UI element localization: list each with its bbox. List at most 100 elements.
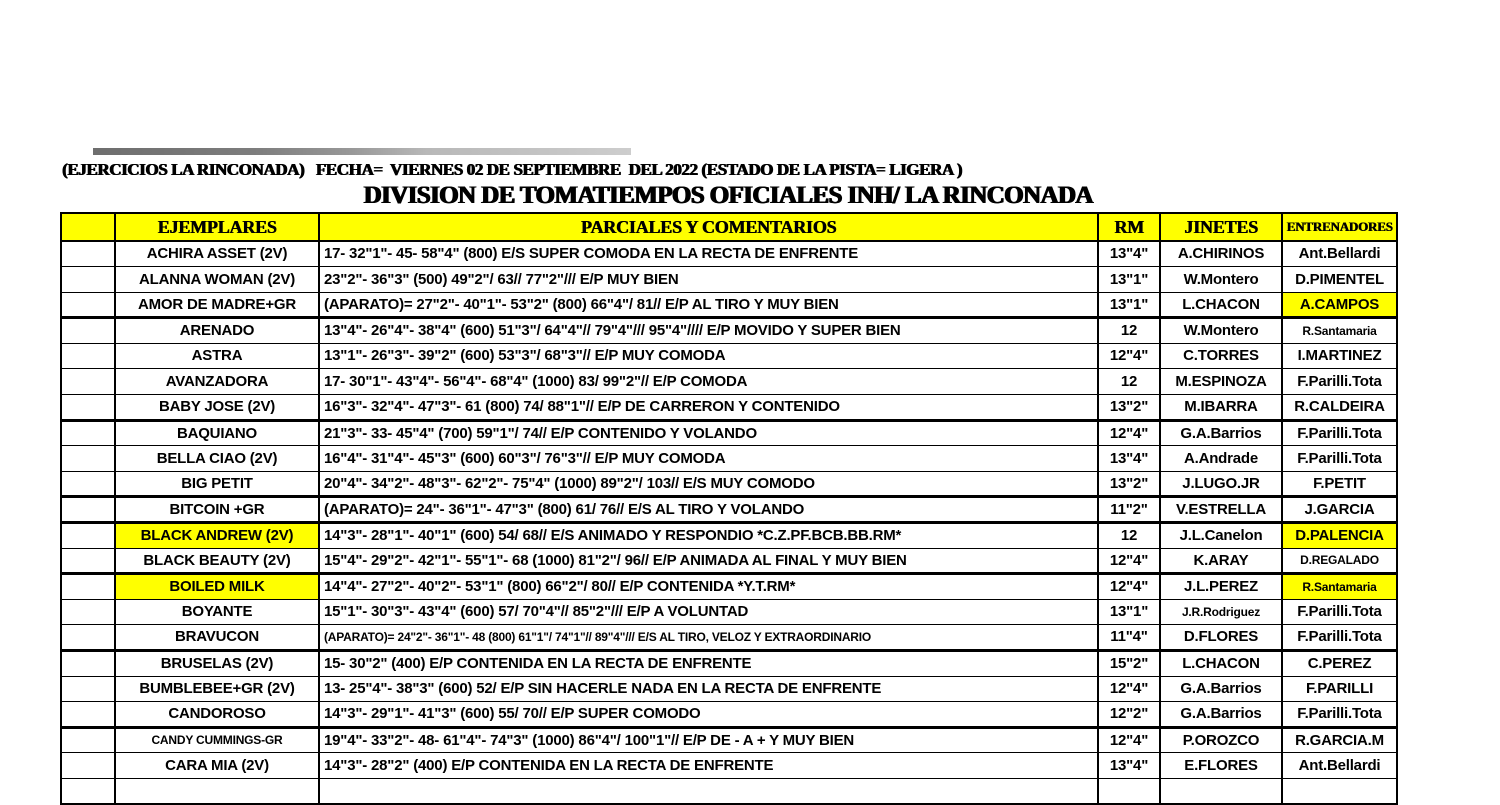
row-index-cell [60,572,116,600]
ejemplar-cell-text: BRAVUCON [175,628,259,646]
jinete-cell: W.Montero [1159,266,1283,293]
jinete-cell-text: J.L.PEREZ [1183,578,1259,596]
jinete-cell [1159,777,1283,805]
rm-cell: 11"4" [1097,624,1161,651]
table-row: CANDY CUMMINGS-GR 19"4"- 33"2"- 48- 61"4"… [60,725,1398,754]
rm-cell-text: 12"2" [1109,705,1149,723]
parciales-cell: 15"4"- 29"2"- 42"1"- 55"1"- 68 (1000) 81… [318,547,1099,575]
parciales-cell: 13"1"- 26"3"- 39"2" (600) 53"3"/ 68"3"//… [318,342,1099,370]
rm-cell-text: 13"1" [1109,270,1149,288]
parciales-cell: 13- 25"4"- 38"3" (600) 52/ E/P SIN HACER… [318,675,1099,703]
entrenador-cell-text: D.PIMENTEL [1295,270,1384,288]
row-index-cell [60,725,116,754]
rm-cell-text: 13"2" [1109,474,1149,492]
header-row: EJEMPLARES PARCIALES Y COMENTARIOS RM JI… [60,212,1398,242]
entrenador-cell: F.Parilli.Tota [1281,418,1398,447]
ejemplar-cell-text: BAQUIANO [176,424,258,442]
rm-cell: 12"4" [1097,725,1161,754]
entrenador-cell: F.Parilli.Tota [1281,701,1398,728]
parciales-cell: 17- 32"1"- 45- 58"4" (800) E/S SUPER COM… [318,240,1099,268]
row-index-cell [60,521,116,549]
ejemplar-cell: BELLA CIAO (2V) [114,445,320,472]
rm-cell-text: 12"4" [1109,731,1149,749]
entrenador-cell-text: F.PARILLI [1305,680,1374,698]
entrenador-cell-text: F.PETIT [1313,474,1366,492]
jinete-cell: J.L.Canelon [1159,521,1283,549]
col-header-jinetes-text: JINETES [1184,216,1258,237]
entrenador-cell: R.Santamaria [1281,572,1398,600]
jinete-cell: L.CHACON [1159,649,1283,677]
jinete-cell-text: V.ESTRELLA [1176,501,1266,518]
ejemplar-cell-text: ALANNA WOMAN (2V) [138,270,296,288]
jinete-cell-text: D.FLORES [1183,628,1259,646]
ejemplar-cell: BOILED MILK [114,572,320,600]
col-header-rm-text: RM [1114,216,1144,237]
ejemplar-cell-text: ACHIRA ASSET (2V) [146,245,288,263]
ejemplar-cell-text: BITCOIN +GR [169,501,265,518]
jinete-cell-text: L.CHACON [1182,655,1260,673]
row-index-cell [60,418,116,447]
jinete-cell: J.R.Rodriguez [1159,598,1283,626]
parciales-cell: 19"4"- 33"2"- 48- 61"4"- 74"3" (1000) 86… [318,725,1099,754]
ejemplar-cell: BLACK ANDREW (2V) [114,521,320,549]
ejemplar-cell [114,777,320,805]
ejemplar-cell: ALANNA WOMAN (2V) [114,266,320,293]
row-index-cell [60,368,116,396]
ejemplar-cell: CANDY CUMMINGS-GR [114,725,320,754]
rm-cell-text: 12"4" [1109,578,1149,596]
jinete-cell-text: K.ARAY [1193,551,1249,569]
entrenador-cell: Ant.Bellardi [1281,752,1398,779]
entrenador-cell: D.REGALADO [1281,547,1398,575]
ejemplar-cell-text: BELLA CIAO (2V) [156,449,278,467]
rm-cell: 13"4" [1097,752,1161,779]
jinete-cell-text: M.ESPINOZA [1175,373,1267,391]
entrenador-cell: R.CALDEIRA [1281,394,1398,421]
row-index-cell [60,624,116,651]
jinete-cell: K.ARAY [1159,547,1283,575]
rm-cell-text: 12"4" [1109,424,1149,442]
table-row: BITCOIN +GR (APARATO)= 24"- 36"1"- 47"3" … [60,495,1398,524]
row-index-cell [60,701,116,728]
jinete-cell: A.Andrade [1159,445,1283,472]
ejemplar-cell: CANDOROSO [114,701,320,728]
ejemplar-cell: ACHIRA ASSET (2V) [114,240,320,268]
parciales-cell-text: (APARATO)= 24"- 36"1"- 47"3" (800) 61/ 7… [324,501,805,518]
table-row: ALANNA WOMAN (2V) 23"2"- 36"3" (500) 49"2… [60,266,1398,293]
entrenador-cell: D.PIMENTEL [1281,266,1398,293]
jinete-cell: W.Montero [1159,316,1283,344]
ejemplar-cell-text: BOILED MILK [169,578,265,596]
ejemplar-cell: ARENADO [114,316,320,344]
rm-cell: 13"2" [1097,470,1161,498]
entrenador-cell: R.GARCIA.M [1281,725,1398,754]
parciales-cell-text: 15- 30"2" (400) E/P CONTENIDA EN LA RECT… [324,655,752,673]
rm-cell: 12"2" [1097,701,1161,728]
entrenador-cell-text: R.Santamaria [1302,579,1377,594]
rm-cell-text: 13"1" [1109,295,1149,313]
row-index-cell [60,675,116,703]
parciales-cell-text: 13"1"- 26"3"- 39"2" (600) 53"3"/ 68"3"//… [324,347,726,365]
entrenador-cell: R.Santamaria [1281,316,1398,344]
entrenador-cell-text: I.MARTINEZ [1297,347,1382,365]
jinete-cell: G.A.Barrios [1159,418,1283,447]
table-row: BELLA CIAO (2V) 16"4"- 31"4"- 45"3" (600)… [60,445,1398,472]
table-body: ACHIRA ASSET (2V) 17- 32"1"- 45- 58"4" (8… [60,240,1398,805]
entrenador-cell: C.PEREZ [1281,649,1398,677]
parciales-cell-text: 17- 32"1"- 45- 58"4" (800) E/S SUPER COM… [324,245,859,263]
table-row: BRUSELAS (2V) 15- 30"2" (400) E/P CONTENI… [60,649,1398,677]
table-row: ASTRA 13"1"- 26"3"- 39"2" (600) 53"3"/ 68… [60,342,1398,370]
ejemplar-cell: ASTRA [114,342,320,370]
row-index-cell [60,598,116,626]
parciales-cell-text: 16"4"- 31"4"- 45"3" (600) 60"3"/ 76"3"//… [324,449,726,467]
ejemplar-cell: CARA MIA (2V) [114,752,320,779]
ejemplar-cell-text: BUMBLEBEE+GR (2V) [139,680,295,698]
entrenador-cell: F.PARILLI [1281,675,1398,703]
entrenador-cell-text: F.Parilli.Tota [1297,603,1382,621]
jinete-cell-text: A.CHIRINOS [1177,245,1265,263]
ejemplar-cell: BRAVUCON [114,624,320,651]
parciales-cell-text: 15"1"- 30"3"- 43"4" (600) 57/ 70"4"// 85… [324,603,749,621]
parciales-cell: (APARATO)= 24"2"- 36"1"- 48 (800) 61"1"/… [318,624,1099,651]
rm-cell: 13"1" [1097,598,1161,626]
ejemplar-cell: BOYANTE [114,598,320,626]
rm-cell-text: 13"4" [1109,449,1149,467]
row-index-cell [60,649,116,677]
